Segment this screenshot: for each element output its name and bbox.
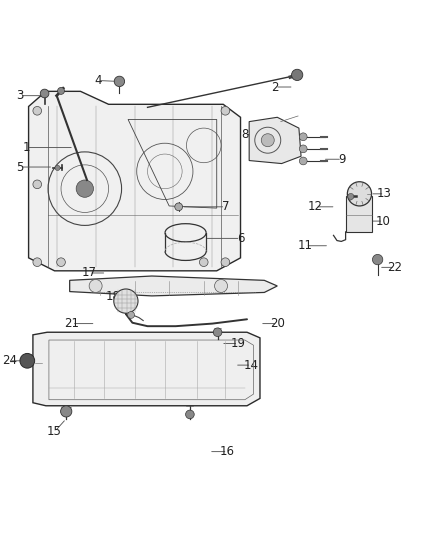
- Text: 7: 7: [222, 200, 229, 213]
- Polygon shape: [70, 276, 277, 296]
- Bar: [346, 197, 372, 232]
- Text: 12: 12: [308, 200, 323, 213]
- Text: 22: 22: [388, 261, 403, 274]
- Circle shape: [299, 133, 307, 141]
- Circle shape: [221, 107, 230, 115]
- Polygon shape: [28, 91, 240, 271]
- Circle shape: [186, 410, 194, 419]
- Text: 11: 11: [298, 239, 313, 252]
- Circle shape: [347, 182, 371, 206]
- Circle shape: [127, 311, 134, 318]
- Circle shape: [55, 165, 60, 171]
- Circle shape: [114, 76, 124, 86]
- Text: 9: 9: [339, 153, 346, 166]
- Text: 14: 14: [244, 359, 259, 372]
- Circle shape: [89, 279, 102, 293]
- Circle shape: [261, 134, 274, 147]
- Text: 8: 8: [241, 128, 248, 141]
- Circle shape: [372, 254, 383, 265]
- Text: 15: 15: [47, 425, 62, 438]
- Circle shape: [299, 157, 307, 165]
- Text: 21: 21: [64, 317, 79, 330]
- Text: 17: 17: [81, 266, 97, 279]
- Polygon shape: [249, 117, 301, 164]
- Circle shape: [20, 353, 35, 368]
- Circle shape: [33, 107, 42, 115]
- Text: 13: 13: [377, 187, 392, 200]
- Circle shape: [33, 258, 42, 266]
- Circle shape: [299, 145, 307, 153]
- Circle shape: [175, 203, 183, 211]
- Circle shape: [292, 69, 303, 80]
- Text: 5: 5: [16, 160, 24, 174]
- Circle shape: [76, 180, 93, 197]
- Text: 19: 19: [231, 337, 246, 350]
- Circle shape: [40, 89, 49, 98]
- Circle shape: [60, 406, 72, 417]
- Text: 1: 1: [23, 141, 30, 154]
- Text: 2: 2: [272, 80, 279, 93]
- Text: 18: 18: [106, 290, 120, 303]
- Circle shape: [213, 328, 222, 336]
- Text: 20: 20: [270, 317, 285, 330]
- Circle shape: [57, 87, 64, 94]
- Circle shape: [33, 180, 42, 189]
- Text: 6: 6: [237, 232, 244, 245]
- Circle shape: [114, 289, 138, 313]
- Circle shape: [57, 258, 65, 266]
- Text: 3: 3: [16, 89, 24, 102]
- Text: 10: 10: [376, 215, 391, 228]
- Polygon shape: [33, 332, 260, 406]
- Circle shape: [221, 258, 230, 266]
- Text: 4: 4: [94, 74, 102, 87]
- Text: 16: 16: [220, 445, 235, 458]
- Circle shape: [199, 258, 208, 266]
- Circle shape: [215, 279, 227, 293]
- Text: 24: 24: [2, 354, 17, 367]
- Circle shape: [348, 193, 354, 199]
